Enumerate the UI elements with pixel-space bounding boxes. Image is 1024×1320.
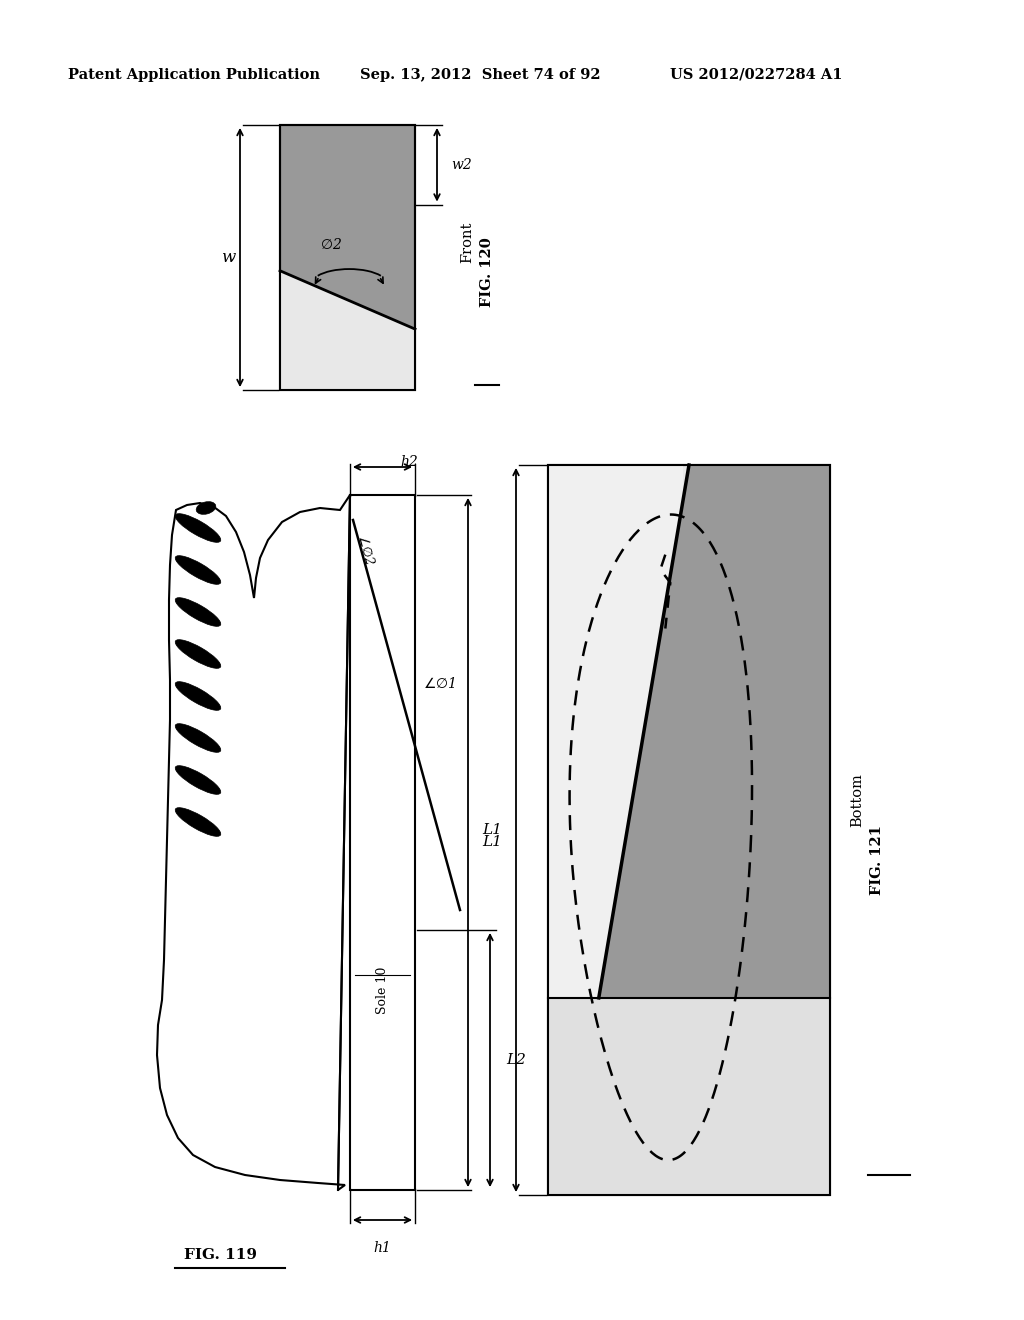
Text: w: w [221, 249, 236, 267]
Bar [280, 125, 415, 389]
Ellipse shape [175, 766, 221, 795]
Bar [548, 465, 830, 1195]
Ellipse shape [175, 556, 221, 585]
Text: Bottom: Bottom [850, 774, 864, 826]
Text: FIG. 119: FIG. 119 [183, 1247, 256, 1262]
Ellipse shape [175, 513, 221, 543]
Text: Sep. 13, 2012  Sheet 74 of 92: Sep. 13, 2012 Sheet 74 of 92 [360, 69, 601, 82]
Text: FIG. 120: FIG. 120 [480, 238, 494, 308]
Text: L1: L1 [482, 836, 502, 850]
Text: h1: h1 [374, 1241, 391, 1255]
Text: $\angle$$\varnothing$1: $\angle$$\varnothing$1 [423, 676, 456, 692]
Polygon shape [157, 495, 350, 1191]
Text: $\angle$$\varnothing$2: $\angle$$\varnothing$2 [355, 533, 377, 568]
Text: FIG. 121: FIG. 121 [870, 825, 884, 895]
Ellipse shape [175, 681, 221, 710]
Bar [548, 465, 830, 1195]
Ellipse shape [197, 502, 216, 515]
Polygon shape [280, 271, 415, 389]
Bar [548, 998, 830, 1195]
Text: L2: L2 [506, 1053, 526, 1067]
Ellipse shape [175, 640, 221, 668]
Ellipse shape [175, 723, 221, 752]
Ellipse shape [175, 808, 221, 837]
Text: Front: Front [460, 222, 474, 263]
Text: L1: L1 [482, 822, 502, 837]
Text: h2: h2 [400, 455, 418, 469]
Bar [280, 125, 415, 389]
Bar [350, 495, 415, 1191]
Text: w2: w2 [451, 158, 472, 172]
Text: Patent Application Publication: Patent Application Publication [68, 69, 319, 82]
Ellipse shape [175, 598, 221, 627]
Polygon shape [599, 465, 830, 998]
Text: Sole 10: Sole 10 [376, 966, 389, 1014]
Text: $\varnothing$2: $\varnothing$2 [321, 236, 342, 252]
Bar [548, 465, 683, 998]
Text: US 2012/0227284 A1: US 2012/0227284 A1 [670, 69, 843, 82]
